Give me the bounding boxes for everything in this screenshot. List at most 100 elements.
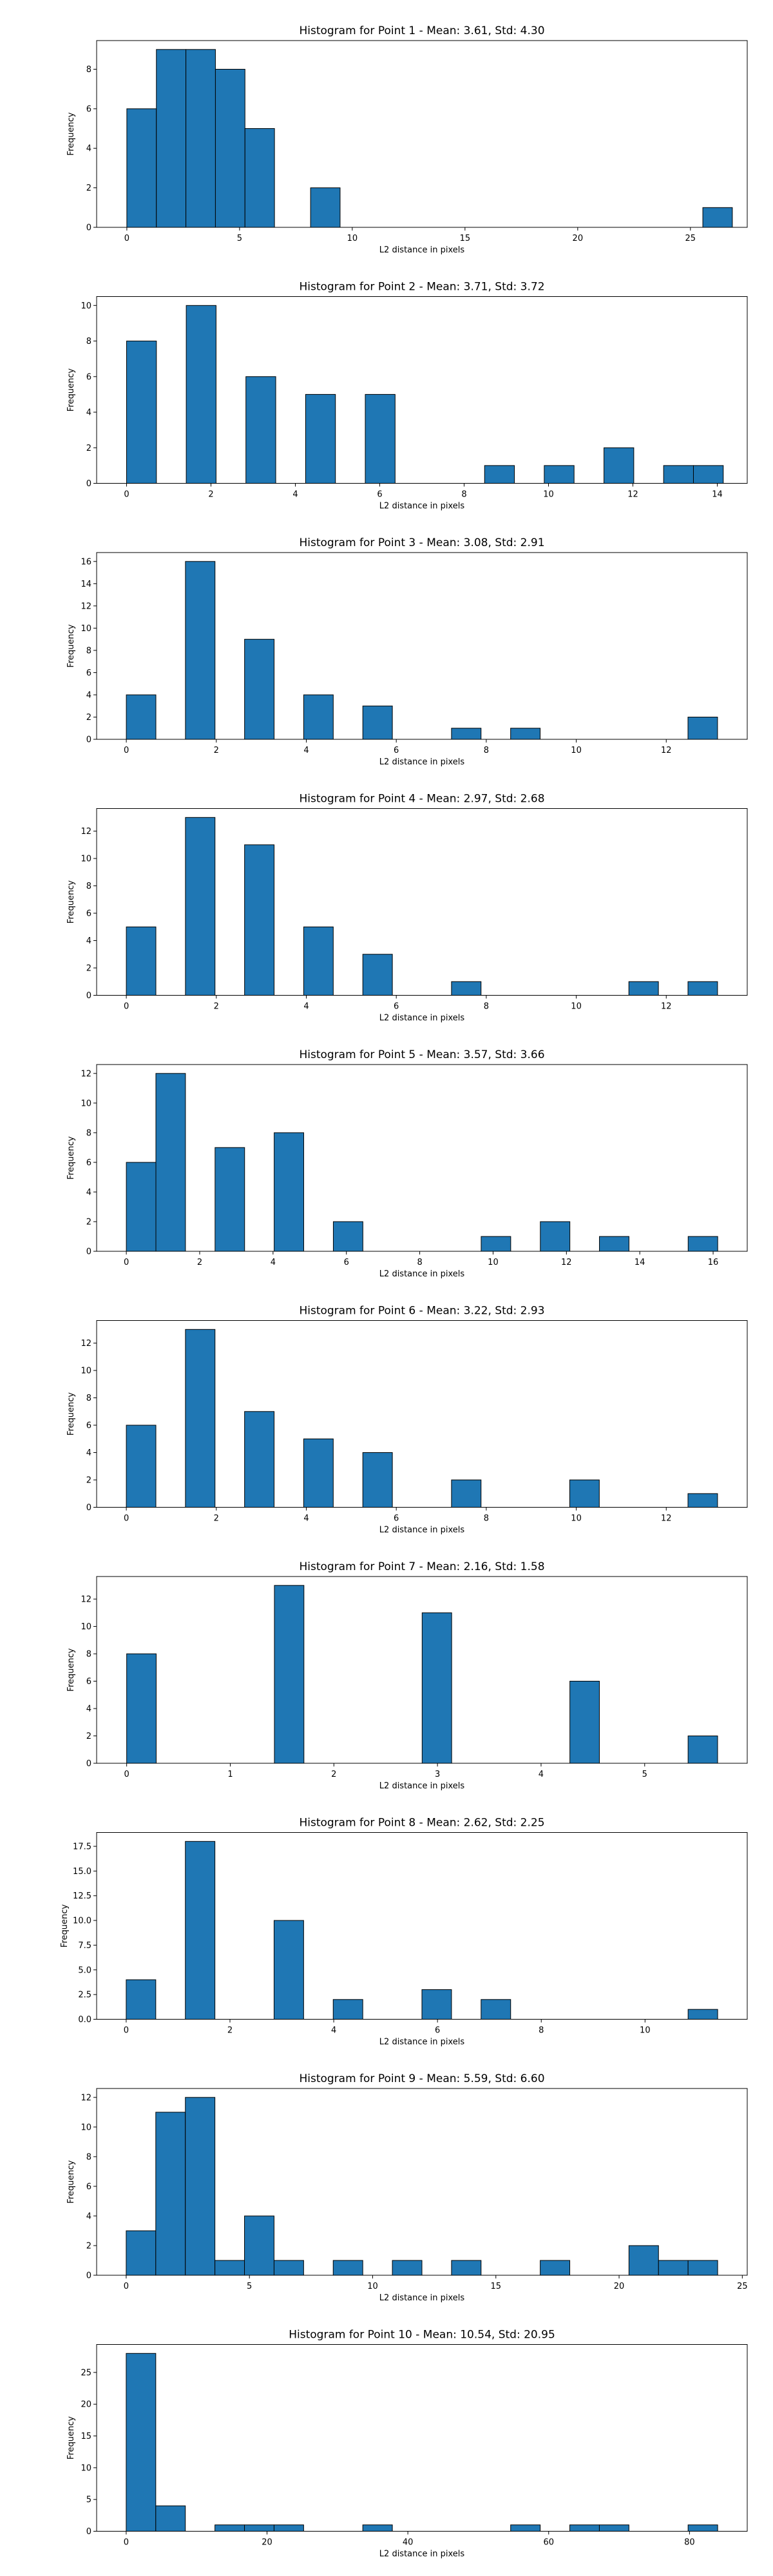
histogram-bar bbox=[273, 2524, 304, 2532]
x-tick-label: 10 bbox=[367, 2282, 378, 2291]
x-tick-label: 20 bbox=[573, 234, 584, 243]
histogram-bar bbox=[244, 128, 275, 228]
histogram-bar bbox=[569, 1681, 600, 1764]
x-tick-label: 15 bbox=[460, 234, 471, 243]
histogram-bar bbox=[569, 2524, 600, 2532]
histogram-bar bbox=[421, 1612, 452, 1764]
x-tick-label: 5 bbox=[237, 234, 242, 243]
histogram-bar bbox=[687, 716, 718, 740]
x-tick-label: 2 bbox=[197, 1258, 202, 1267]
chart-title: Histogram for Point 8 - Mean: 2.62, Std:… bbox=[299, 1817, 544, 1830]
y-axis-label: Frequency bbox=[66, 1648, 76, 1691]
histogram-bar bbox=[244, 2215, 274, 2276]
y-tick-label: 6 bbox=[86, 909, 91, 919]
y-axis-label: Frequency bbox=[66, 368, 76, 412]
x-tick-label: 16 bbox=[708, 1258, 719, 1267]
histogram-bar bbox=[185, 1329, 216, 1508]
x-tick-label: 12 bbox=[661, 746, 672, 755]
axes-frame bbox=[96, 2344, 748, 2532]
x-tick-label: 4 bbox=[271, 1258, 276, 1267]
y-tick-label: 4 bbox=[86, 1448, 91, 1458]
y-tick-label: 2 bbox=[86, 184, 91, 193]
histogram-bar bbox=[310, 187, 341, 228]
x-tick-label: 10 bbox=[488, 1258, 499, 1267]
histogram-bar bbox=[185, 1841, 216, 2020]
histogram-bar bbox=[332, 1999, 363, 2020]
x-tick-label: 0 bbox=[124, 2026, 129, 2036]
x-tick-label: 0 bbox=[124, 1258, 129, 1267]
x-tick-label: 0 bbox=[124, 1770, 129, 1779]
histogram-bar bbox=[544, 465, 575, 484]
y-axis-label: Frequency bbox=[60, 1904, 70, 1947]
histogram-bar bbox=[362, 1452, 393, 1508]
x-tick-label: 4 bbox=[303, 746, 309, 755]
y-tick-label: 0 bbox=[86, 1503, 91, 1513]
x-axis-label: L2 distance in pixels bbox=[379, 1781, 465, 1791]
histogram-bar bbox=[215, 68, 245, 228]
x-tick-label: 0 bbox=[124, 2538, 129, 2548]
y-tick-label: 4 bbox=[86, 408, 91, 418]
histogram-bar bbox=[186, 49, 216, 228]
histogram-bar bbox=[305, 393, 336, 484]
histogram-bar bbox=[156, 49, 187, 228]
x-tick-label: 14 bbox=[712, 490, 723, 500]
x-tick-label: 10 bbox=[571, 1002, 582, 1012]
histogram-bar bbox=[244, 1411, 275, 1508]
histogram-panel-2: Histogram for Point 2 - Mean: 3.71, Std:… bbox=[66, 281, 748, 511]
y-tick-label: 2 bbox=[86, 1476, 91, 1486]
x-tick-label: 80 bbox=[684, 2538, 695, 2548]
x-tick-label: 2 bbox=[214, 1514, 219, 1524]
x-tick-label: 25 bbox=[737, 2282, 748, 2291]
axes-frame bbox=[96, 296, 748, 484]
axes-frame bbox=[96, 1320, 748, 1508]
axes-frame bbox=[96, 1064, 748, 1252]
chart-title: Histogram for Point 3 - Mean: 3.08, Std:… bbox=[299, 536, 544, 549]
histogram-panel-3: Histogram for Point 3 - Mean: 3.08, Std:… bbox=[66, 536, 748, 767]
x-tick-label: 12 bbox=[561, 1258, 572, 1267]
y-tick-label: 4 bbox=[86, 144, 91, 154]
y-tick-label: 10 bbox=[81, 301, 91, 311]
histogram-bar bbox=[303, 1438, 334, 1508]
y-tick-label: 0.0 bbox=[78, 2015, 91, 2025]
y-tick-label: 10 bbox=[81, 2123, 91, 2132]
histogram-bar bbox=[421, 1989, 452, 2020]
y-tick-label: 25 bbox=[81, 2368, 91, 2378]
histogram-bar bbox=[510, 2524, 541, 2532]
y-tick-label: 15.0 bbox=[73, 1867, 91, 1877]
y-tick-label: 6 bbox=[86, 2182, 91, 2192]
histogram-bar bbox=[628, 981, 659, 996]
x-tick-label: 12 bbox=[661, 1514, 672, 1524]
histogram-bar bbox=[598, 2524, 629, 2532]
histogram-bar bbox=[663, 465, 694, 484]
histogram-bar bbox=[687, 2524, 718, 2532]
histogram-bar bbox=[332, 1221, 363, 1252]
y-tick-label: 16 bbox=[81, 557, 91, 567]
histogram-bar bbox=[362, 954, 393, 996]
x-tick-label: 5 bbox=[247, 2282, 252, 2291]
y-axis-label: Frequency bbox=[66, 2160, 76, 2203]
x-tick-label: 14 bbox=[635, 1258, 645, 1267]
x-axis-label: L2 distance in pixels bbox=[379, 2038, 465, 2047]
x-tick-label: 25 bbox=[685, 234, 696, 243]
histogram-bar bbox=[126, 1653, 157, 1764]
histogram-bar bbox=[540, 2260, 571, 2276]
y-tick-label: 8 bbox=[86, 337, 91, 346]
histogram-bar bbox=[126, 1979, 157, 2020]
histogram-bar bbox=[481, 1236, 511, 1252]
x-tick-label: 40 bbox=[403, 2538, 414, 2548]
x-tick-label: 8 bbox=[539, 2026, 544, 2036]
x-tick-label: 8 bbox=[484, 746, 489, 755]
histogram-bar bbox=[451, 981, 482, 996]
y-tick-label: 15 bbox=[81, 2432, 91, 2441]
histogram-bar bbox=[481, 1999, 511, 2020]
histogram-panel-4: Histogram for Point 4 - Mean: 2.97, Std:… bbox=[66, 793, 748, 1023]
histogram-bar bbox=[687, 2260, 718, 2276]
histogram-bar bbox=[392, 2260, 423, 2276]
x-tick-label: 6 bbox=[394, 1002, 399, 1012]
y-tick-label: 8 bbox=[86, 882, 91, 891]
x-tick-label: 60 bbox=[543, 2538, 554, 2548]
histogram-bar bbox=[540, 1221, 571, 1252]
y-tick-label: 2 bbox=[86, 444, 91, 453]
x-tick-label: 0 bbox=[124, 746, 129, 755]
axes-frame bbox=[96, 40, 748, 228]
